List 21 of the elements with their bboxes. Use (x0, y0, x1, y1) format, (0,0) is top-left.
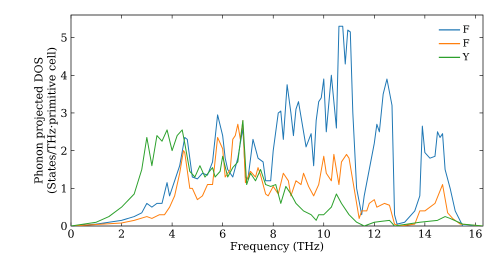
y-tick-label: 4 (60, 71, 67, 80)
legend-label: F (463, 26, 470, 33)
x-tick-label: 12 (368, 230, 380, 238)
x-tick-label: 16 (470, 230, 482, 238)
legend-label: Y (462, 53, 470, 60)
y-tick-label: 0 (61, 222, 67, 230)
x-tick-label: 6 (220, 230, 226, 238)
y-tick-label: 5 (61, 34, 67, 42)
x-axis-title: Frequency (THz) (230, 242, 324, 252)
y-tick-label: 1 (62, 184, 66, 192)
legend-label: F (463, 39, 470, 47)
x-tick-label: 4 (168, 230, 176, 238)
x-tick-label: 14 (419, 230, 432, 238)
y-tick-label: 2 (61, 146, 66, 155)
x-tick-label: 8 (270, 230, 276, 238)
y-axis-title: Phonon projected DOS (States/THz·primitive cell) (34, 48, 58, 194)
x-tick-label: 0 (68, 230, 74, 238)
line-series (71, 120, 484, 226)
x-tick-label: 10 (318, 230, 330, 238)
x-tick-label: 2 (118, 230, 124, 238)
y-tick-label: 3 (61, 108, 67, 118)
